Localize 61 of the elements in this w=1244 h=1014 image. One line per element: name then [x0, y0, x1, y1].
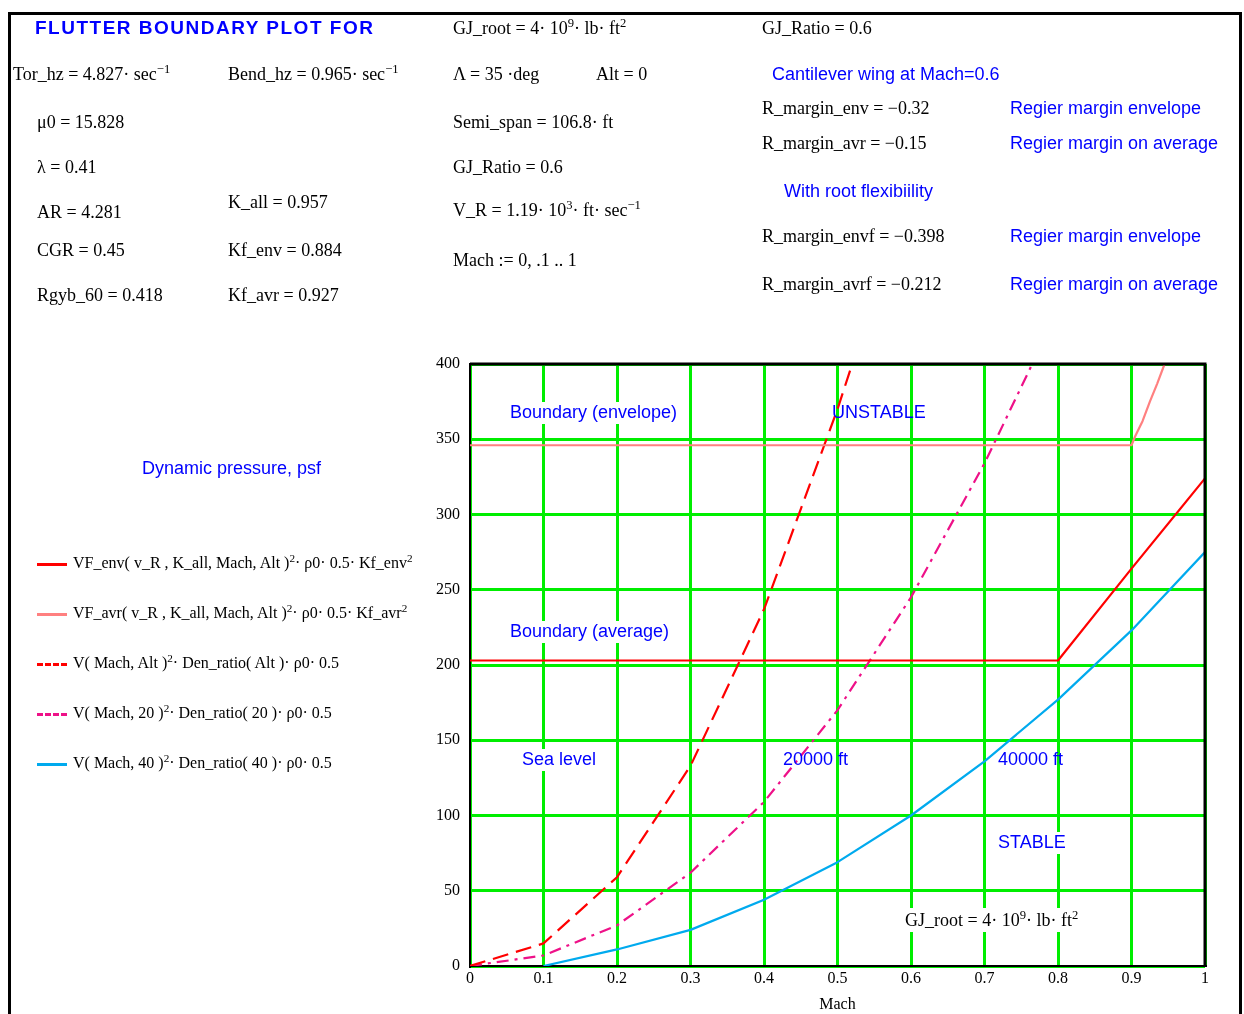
text: R_margin_envf = −0.398: [762, 226, 945, 248]
text: GJ_Ratio = 0.6: [762, 18, 872, 40]
text: Kf_avr = 0.927: [228, 285, 339, 307]
x-tick-label: 0.8: [1048, 968, 1068, 986]
text: GJ_Ratio = 0.6: [453, 157, 563, 179]
x-tick-label: 0.4: [754, 968, 774, 986]
y-tick-label: 350: [436, 429, 460, 447]
legend-label: V( Mach, 40 )$^{2}$· Den_ratio( 40 )· ρ0· 0.5: [73, 752, 332, 772]
y-tick-label: 400: [436, 354, 460, 372]
legend-label: V( Mach, Alt )$^{2}$· Den_ratio( Alt )· ρ0· 0.5: [73, 652, 339, 672]
text: Λ = 35 ·deg: [453, 64, 540, 86]
text: AR = 4.281: [37, 202, 122, 224]
text: Alt = 0: [596, 64, 648, 86]
text: V_R = 1.19· 10$^{3}$· ft· sec$^{−1}$: [453, 198, 641, 222]
annotation: Boundary (average): [510, 621, 670, 643]
y-tick-label: 150: [436, 730, 460, 748]
text: K_all = 0.957: [228, 192, 328, 214]
x-tick-label: 0.1: [533, 968, 554, 986]
text: Kf_env = 0.884: [228, 240, 342, 262]
y-tick-label: 50: [444, 880, 460, 898]
text: Regier margin on average: [1010, 274, 1219, 296]
y-tick-label: 200: [436, 655, 460, 673]
text: R_margin_avrf = −0.212: [762, 274, 942, 296]
x-tick-label: 0.2: [607, 968, 627, 986]
y-tick-label: 300: [436, 504, 460, 522]
text: Cantilever wing at Mach=0.6: [772, 64, 1000, 86]
text: Semi_span = 106.8· ft: [453, 112, 614, 134]
annotation: Sea level: [522, 749, 597, 771]
text: Rgyb_60 = 0.418: [37, 285, 163, 307]
x-tick-label: 0: [466, 968, 474, 986]
text: λ = 0.41: [37, 157, 97, 179]
annotation: Boundary (envelope): [510, 402, 678, 424]
x-axis-title: Mach: [819, 994, 856, 1012]
text: Dynamic pressure, psf: [142, 458, 322, 480]
text: With root flexibiility: [784, 181, 934, 203]
annotation: STABLE: [998, 832, 1066, 854]
legend-label: VF_env( v_R , K_all, Mach, Alt )$^{2}$· ρ0· 0.5· Kf_env$^{2}$: [73, 552, 413, 572]
text: R_margin_env = −0.32: [762, 98, 930, 120]
text: R_margin_avr = −0.15: [762, 133, 927, 155]
text: Regier margin envelope: [1010, 98, 1202, 120]
x-tick-label: 0.7: [974, 968, 995, 986]
text: Tor_hz = 4.827· sec$^{−1}$: [13, 62, 171, 86]
y-tick-label: 0: [452, 956, 460, 974]
x-tick-label: 0.6: [901, 968, 921, 986]
text: Bend_hz = 0.965· sec$^{−1}$: [228, 62, 399, 86]
x-tick-label: 0.5: [827, 968, 848, 986]
legend-label: VF_avr( v_R , K_all, Mach, Alt )$^{2}$· ρ0· 0.5· Kf_avr$^{2}$: [73, 602, 408, 622]
text: Regier margin on average: [1010, 133, 1219, 155]
annotation: GJ_root = 4· 10$^{9}$· lb· ft$^{2}$: [905, 908, 1079, 932]
text: μ0 = 15.828: [37, 112, 125, 134]
text: GJ_root = 4· 10$^{9}$· lb· ft$^{2}$: [453, 16, 627, 40]
x-tick-label: 1: [1201, 968, 1209, 986]
x-tick-label: 0.9: [1121, 968, 1142, 986]
y-tick-label: 100: [436, 805, 460, 823]
text: CGR = 0.45: [37, 240, 125, 262]
text: Mach := 0, .1 .. 1: [453, 250, 577, 272]
text: FLUTTER BOUNDARY PLOT FOR: [35, 17, 375, 39]
text: Regier margin envelope: [1010, 226, 1202, 248]
legend-label: V( Mach, 20 )$^{2}$· Den_ratio( 20 )· ρ0· 0.5: [73, 702, 332, 722]
y-tick-label: 250: [436, 579, 460, 597]
x-tick-label: 0.3: [680, 968, 701, 986]
